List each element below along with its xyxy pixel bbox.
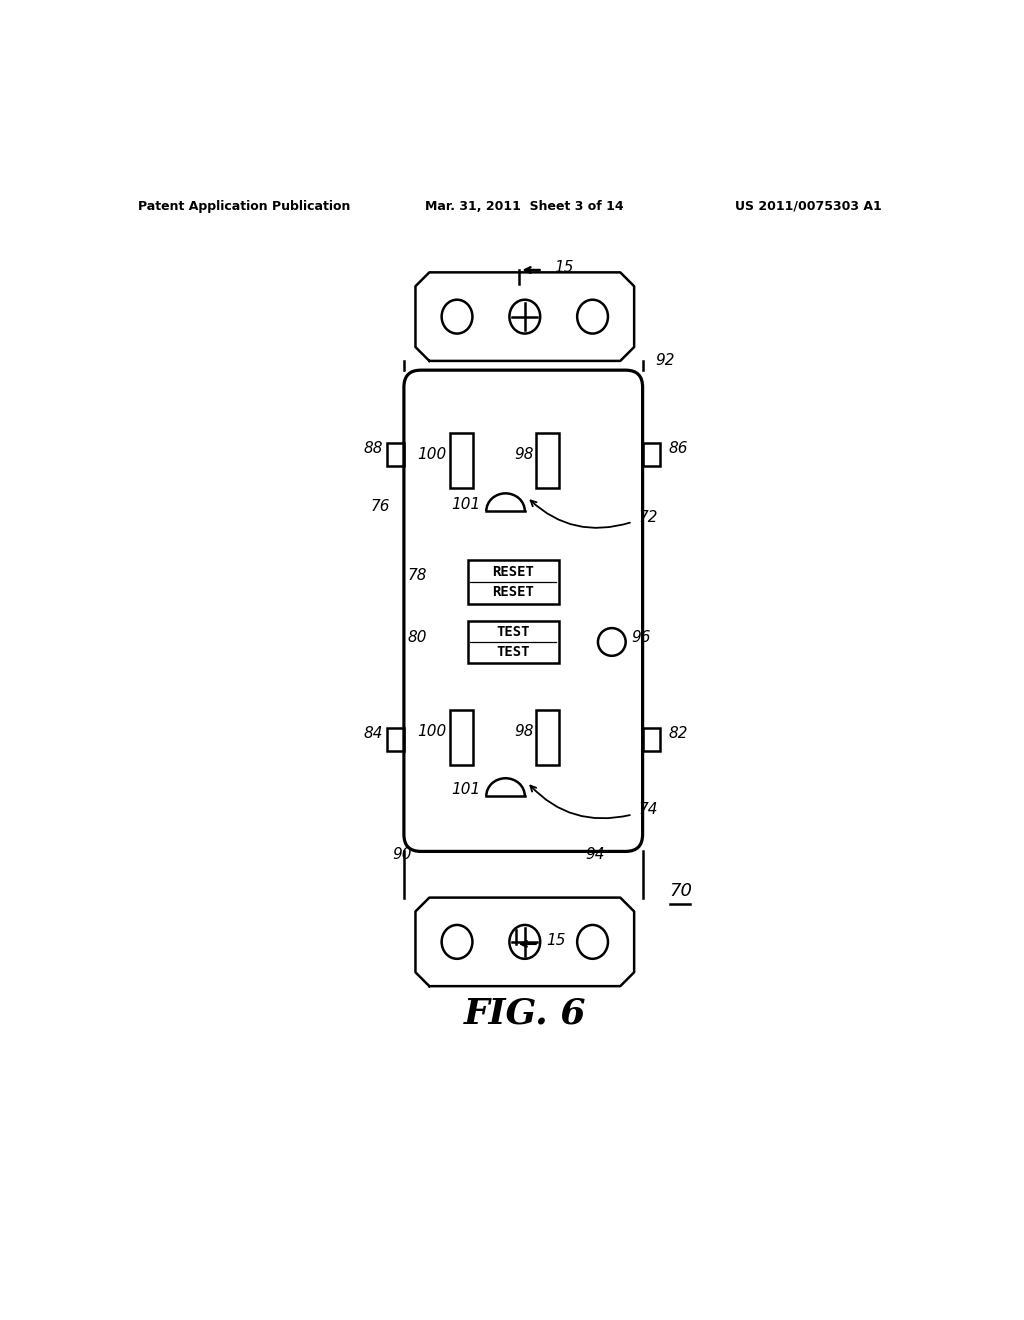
Bar: [643, 729, 659, 751]
Bar: [387, 444, 403, 466]
Text: RESET: RESET: [493, 565, 535, 579]
Text: 96: 96: [631, 630, 650, 645]
Text: 88: 88: [364, 441, 383, 457]
Text: TEST: TEST: [497, 624, 530, 639]
Text: 78: 78: [408, 569, 427, 583]
Text: 94: 94: [585, 847, 604, 862]
Bar: [537, 433, 559, 488]
Bar: [387, 729, 403, 751]
Bar: [643, 444, 659, 466]
Text: 80: 80: [408, 630, 427, 645]
Text: 84: 84: [364, 726, 383, 742]
Text: 98: 98: [515, 446, 535, 462]
Text: TEST: TEST: [497, 645, 530, 659]
Text: 90: 90: [392, 847, 412, 862]
Text: 100: 100: [417, 723, 446, 739]
Text: 92: 92: [655, 352, 675, 368]
Text: 98: 98: [515, 723, 535, 739]
Bar: [537, 710, 559, 766]
Text: 82: 82: [668, 726, 687, 742]
Bar: [468, 560, 559, 605]
Bar: [451, 710, 473, 766]
Text: US 2011/0075303 A1: US 2011/0075303 A1: [735, 199, 882, 213]
Text: RESET: RESET: [493, 585, 535, 599]
Bar: [468, 620, 559, 663]
Text: 74: 74: [639, 803, 658, 817]
Text: Mar. 31, 2011  Sheet 3 of 14: Mar. 31, 2011 Sheet 3 of 14: [426, 199, 624, 213]
Text: 100: 100: [417, 446, 446, 462]
Text: 76: 76: [371, 499, 390, 513]
Text: 15: 15: [547, 933, 566, 948]
Text: 101: 101: [451, 496, 480, 512]
Text: 86: 86: [668, 441, 687, 457]
Bar: [451, 433, 473, 488]
Text: 70: 70: [670, 882, 692, 900]
Text: 15: 15: [554, 260, 573, 275]
Text: 72: 72: [639, 510, 658, 525]
Text: 101: 101: [451, 783, 480, 797]
Text: Patent Application Publication: Patent Application Publication: [138, 199, 350, 213]
Text: FIG. 6: FIG. 6: [464, 997, 586, 1030]
